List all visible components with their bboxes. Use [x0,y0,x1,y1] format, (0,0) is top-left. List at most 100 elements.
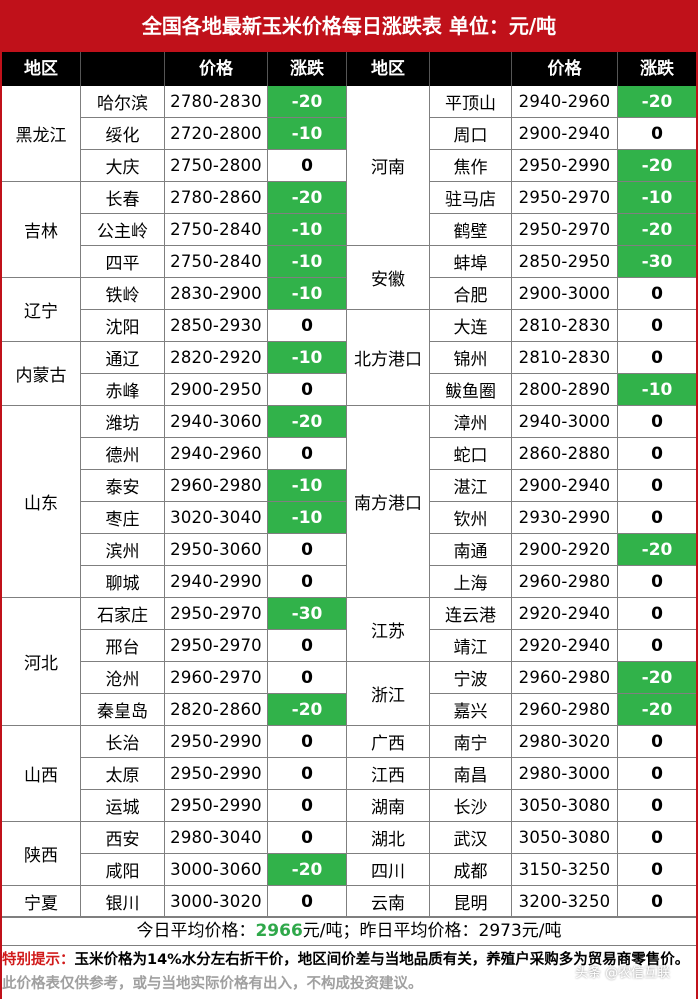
change-cell-flat: 0 [618,598,696,630]
city-cell: 四平 [81,246,165,278]
change-cell-flat: 0 [618,854,696,886]
change-cell-drop: -20 [618,86,696,118]
price-cell: 2780-2860 [165,182,268,214]
change-cell-drop: -10 [268,470,347,502]
region-cell-left: 河北 [2,598,81,726]
city-cell: 周口 [430,118,512,150]
region-cell-left: 黑龙江 [2,86,81,182]
change-cell-flat: 0 [268,822,347,854]
change-cell-flat: 0 [618,502,696,534]
special-note: 特别提示：玉米价格为14%水分左右折干价，地区间价差与当地品质有关，养殖户采购多… [2,948,696,996]
city-cell: 南昌 [430,758,512,790]
region-cell-left: 陕西 [2,822,81,886]
price-cell: 2940-3060 [165,406,268,438]
city-cell: 上海 [430,566,512,598]
change-cell-flat: 0 [618,886,696,918]
price-cell: 3050-3080 [512,790,618,822]
city-cell: 哈尔滨 [81,86,165,118]
watermark: 头条 @农信互联 [575,966,671,981]
change-cell-drop: -20 [268,406,347,438]
change-cell-drop: -30 [268,598,347,630]
yesterday-average-unit: 元/吨 [521,921,562,941]
today-average-unit: 元/吨； [302,921,360,941]
region-cell-left: 辽宁 [2,278,81,342]
price-cell: 3020-3040 [165,502,268,534]
today-average-label: 今日平均价格： [136,921,256,941]
price-cell: 3150-3250 [512,854,618,886]
price-cell: 2940-2990 [165,566,268,598]
region-cell-right: 安徽 [347,246,430,310]
city-cell: 沧州 [81,662,165,694]
price-cell: 2930-2990 [512,502,618,534]
change-cell-drop: -20 [268,86,347,118]
change-cell-drop: -20 [618,214,696,246]
city-cell: 驻马店 [430,182,512,214]
price-cell: 2950-2990 [512,150,618,182]
region-cell-right: 江苏 [347,598,430,662]
price-cell: 3000-3060 [165,854,268,886]
change-cell-drop: -20 [618,694,696,726]
change-cell-flat: 0 [618,118,696,150]
city-cell: 邢台 [81,630,165,662]
change-cell-flat: 0 [618,726,696,758]
region-cell-right: 四川 [347,854,430,886]
yesterday-average-value: 2973 [478,921,522,941]
city-cell: 咸阳 [81,854,165,886]
price-cell: 2850-2930 [165,310,268,342]
change-cell-flat: 0 [618,438,696,470]
change-cell-flat: 0 [618,758,696,790]
city-cell: 石家庄 [81,598,165,630]
city-cell: 成都 [430,854,512,886]
region-cell-right: 广西 [347,726,430,758]
price-cell: 3050-3080 [512,822,618,854]
change-cell-drop: -20 [268,854,347,886]
price-cell: 2950-2970 [165,598,268,630]
city-cell: 银川 [81,886,165,918]
change-cell-flat: 0 [618,470,696,502]
change-cell-flat: 0 [618,406,696,438]
region-cell-right: 江西 [347,758,430,790]
header-change-right: 涨跌 [618,52,696,86]
price-cell: 2850-2950 [512,246,618,278]
change-cell-flat: 0 [268,534,347,566]
change-cell-drop: -10 [268,246,347,278]
city-cell: 靖江 [430,630,512,662]
note-text: 玉米价格为14%水分左右折干价，地区间价差与当地品质有关，养殖户采购多为贸易商零… [74,952,690,968]
price-cell: 2980-3020 [512,726,618,758]
price-cell: 2810-2830 [512,310,618,342]
price-cell: 2820-2920 [165,342,268,374]
city-cell: 秦皇岛 [81,694,165,726]
price-cell: 2900-2920 [512,534,618,566]
city-cell: 南宁 [430,726,512,758]
header-price-left: 价格 [165,52,268,86]
price-cell: 2900-2940 [512,118,618,150]
average-price-row: 今日平均价格：2966元/吨；昨日平均价格：2973元/吨 [0,916,698,946]
change-cell-flat: 0 [268,310,347,342]
region-cell-left: 山东 [2,406,81,598]
page-title: 全国各地最新玉米价格每日涨跌表 单位：元/吨 [0,0,698,52]
city-cell: 公主岭 [81,214,165,246]
change-cell-flat: 0 [268,438,347,470]
city-cell: 大连 [430,310,512,342]
price-cell: 2780-2830 [165,86,268,118]
city-cell: 聊城 [81,566,165,598]
city-cell: 焦作 [430,150,512,182]
change-cell-drop: -10 [268,214,347,246]
price-cell: 2940-3000 [512,406,618,438]
change-cell-drop: -10 [268,342,347,374]
price-cell: 2980-3000 [512,758,618,790]
today-average-value: 2966 [255,921,303,941]
price-cell: 2940-2960 [512,86,618,118]
price-cell: 2950-2990 [165,726,268,758]
header-region-left: 地区 [2,52,81,86]
change-cell-drop: -30 [618,246,696,278]
region-cell-left: 山西 [2,726,81,822]
price-cell: 3000-3020 [165,886,268,918]
header-city-left [81,52,165,86]
change-cell-drop: -20 [618,150,696,182]
change-cell-drop: -10 [618,374,696,406]
change-cell-drop: -10 [618,182,696,214]
region-cell-left: 吉林 [2,182,81,278]
city-cell: 南通 [430,534,512,566]
change-cell-flat: 0 [268,662,347,694]
